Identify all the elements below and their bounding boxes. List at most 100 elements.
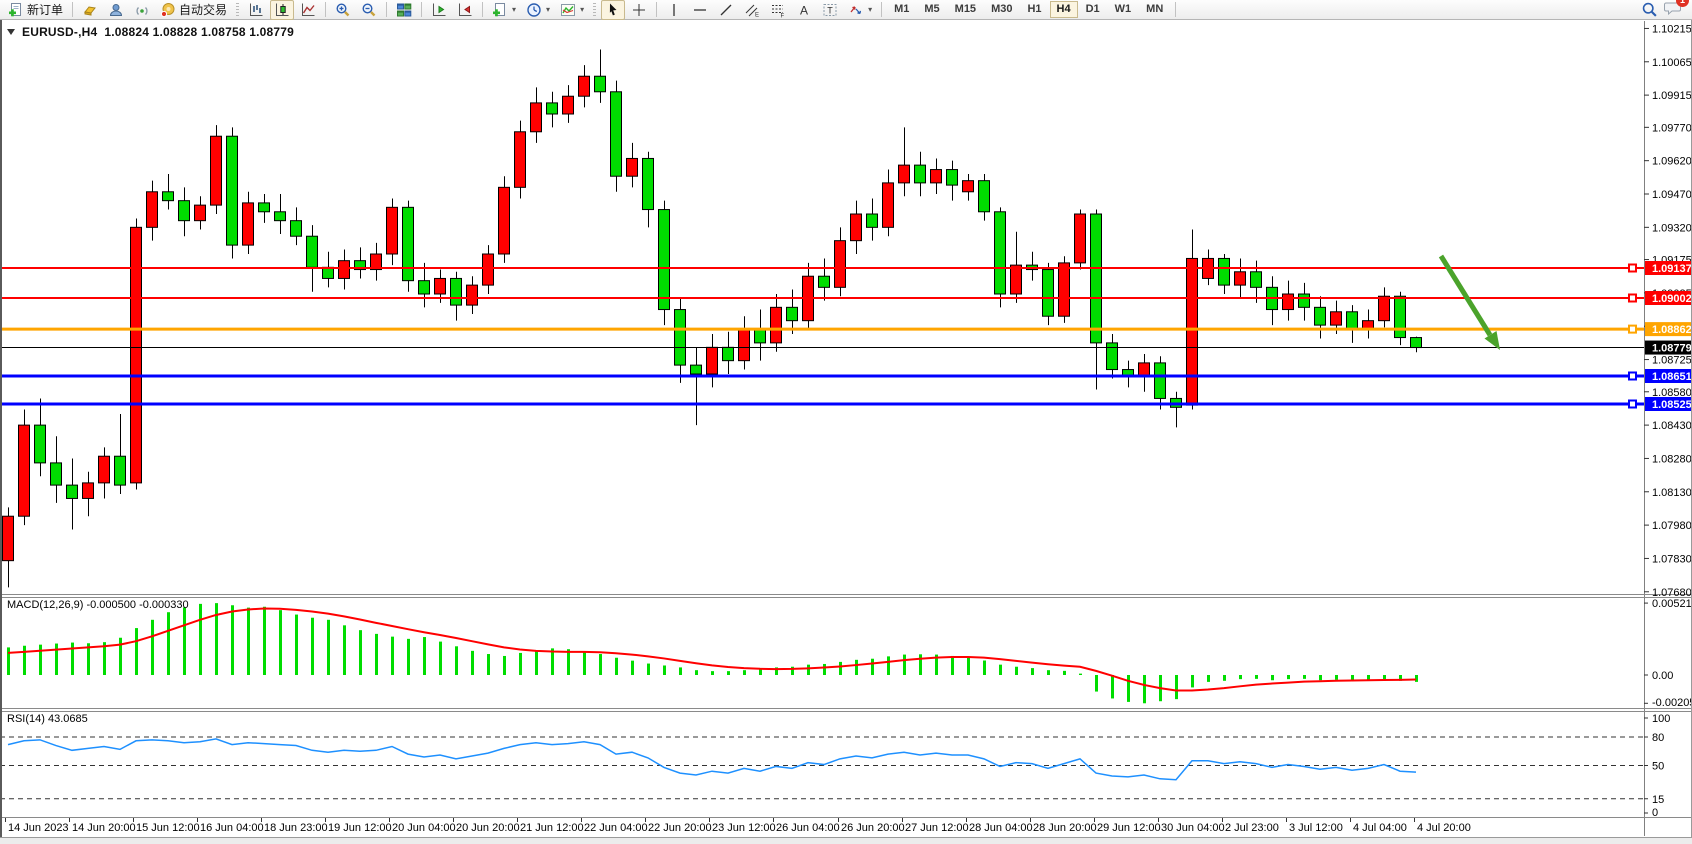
- candle: [114, 455, 126, 486]
- candle: [834, 240, 846, 288]
- crosshair-tool-button[interactable]: [627, 0, 651, 20]
- tile-windows-icon: [397, 3, 412, 16]
- new-template-button[interactable]: ▾: [488, 0, 520, 20]
- time-label: 28 Jun 04:00: [969, 822, 1033, 834]
- candles-layer: [2, 49, 1422, 588]
- candle: [130, 226, 142, 484]
- timeframe-d1[interactable]: D1: [1085, 3, 1100, 15]
- candle: [226, 135, 238, 246]
- level-line-handle: [1628, 293, 1637, 303]
- candle: [450, 277, 462, 306]
- cursor-icon: [609, 3, 617, 15]
- candle: [738, 329, 750, 362]
- candle: [690, 364, 702, 375]
- line-chart-button[interactable]: [296, 0, 320, 20]
- separator: [482, 2, 484, 17]
- signals-button[interactable]: [130, 0, 154, 20]
- equidistant-channel-icon: E: [745, 4, 759, 18]
- time-label: 20 Jun 20:00: [456, 822, 520, 834]
- horizontal-line-tool[interactable]: [688, 0, 712, 20]
- candle: [1410, 337, 1422, 349]
- time-label: 4 Jul 20:00: [1417, 822, 1471, 834]
- price-badge: [1645, 396, 1691, 411]
- price-tick-label: 1.09770: [1652, 122, 1692, 134]
- symbol-title[interactable]: EURUSD-,H4 1.08824 1.08828 1.08758 1.087…: [7, 25, 294, 39]
- rsi-line: [7, 738, 1417, 781]
- community-button[interactable]: [104, 0, 128, 20]
- price-badge-label: 1.08525: [1652, 399, 1692, 411]
- notifications-button[interactable]: 1: [1664, 0, 1689, 20]
- zoom-in-icon: [336, 2, 350, 16]
- bar-chart-button[interactable]: [244, 0, 268, 20]
- candle: [514, 131, 526, 188]
- period-button[interactable]: ▾: [522, 0, 554, 20]
- toolbar-grip[interactable]: [236, 2, 240, 17]
- new-order-button[interactable]: 新订单: [4, 0, 67, 20]
- toolbar: 新订单 自动交易: [0, 0, 1692, 20]
- crosshair-icon: [633, 3, 646, 16]
- timeframe-w1[interactable]: W1: [1114, 3, 1132, 15]
- auto-trading-icon: [160, 2, 175, 17]
- macd-layer: [7, 603, 1418, 704]
- price-tick-label: 1.08430: [1652, 420, 1692, 432]
- zoom-in-button[interactable]: [331, 0, 355, 20]
- candle: [530, 102, 542, 133]
- timeframe-m1[interactable]: M1: [894, 3, 910, 15]
- candle: [386, 206, 398, 255]
- level-line-handle: [1628, 371, 1637, 381]
- timeframe-h1[interactable]: H1: [1027, 3, 1042, 15]
- price-tick-label: 1.09915: [1652, 90, 1692, 102]
- text-label-tool[interactable]: T: [818, 0, 842, 20]
- tile-windows-button[interactable]: [392, 0, 416, 20]
- candle: [466, 284, 478, 306]
- toolbar-grip[interactable]: [593, 2, 597, 17]
- candle: [658, 209, 670, 311]
- chevron-down-icon: ▾: [868, 5, 873, 14]
- search-button[interactable]: [1637, 0, 1662, 20]
- arrows-tool[interactable]: ▾: [844, 0, 876, 20]
- chart-shift-button[interactable]: [453, 0, 477, 20]
- one-click-dropdown-icon[interactable]: [7, 29, 15, 35]
- price-badge-label: 1.08862: [1652, 324, 1692, 336]
- candle: [1186, 257, 1198, 406]
- vertical-line-tool[interactable]: [662, 0, 686, 20]
- time-label: 27 Jun 12:00: [905, 822, 969, 834]
- candle: [578, 75, 590, 97]
- timeframe-m30[interactable]: M30: [991, 3, 1013, 15]
- timeframe-mn[interactable]: MN: [1146, 3, 1164, 15]
- candle: [18, 424, 30, 517]
- zoom-out-icon: [362, 2, 376, 16]
- separator: [656, 2, 658, 17]
- chart-window-border: [0, 20, 2, 837]
- candle: [1282, 293, 1294, 311]
- macd-indicator-label: MACD(12,26,9) -0.000500 -0.000330: [7, 599, 189, 611]
- fibonacci-tool[interactable]: F: [766, 0, 790, 20]
- candle-chart-button[interactable]: [270, 0, 295, 20]
- zoom-out-button[interactable]: [357, 0, 381, 20]
- trendline-tool[interactable]: [714, 0, 738, 20]
- equidistant-channel-tool[interactable]: E: [740, 0, 764, 20]
- text-tool[interactable]: A: [792, 0, 816, 20]
- indicators-button[interactable]: ▾: [556, 0, 588, 20]
- auto-trading-button[interactable]: 自动交易: [156, 0, 231, 20]
- timeframe-m15[interactable]: M15: [954, 3, 977, 15]
- svg-text:A: A: [800, 3, 808, 17]
- bar-chart-icon: [250, 3, 263, 16]
- price-badge-label: 1.09137: [1652, 263, 1692, 275]
- gold-button[interactable]: [78, 0, 102, 20]
- auto-scroll-button[interactable]: [427, 0, 451, 20]
- candle: [1106, 342, 1118, 371]
- chevron-down-icon: ▾: [580, 5, 585, 14]
- candle: [1330, 311, 1342, 326]
- candle: [1058, 262, 1070, 317]
- timeframe-m5[interactable]: M5: [924, 3, 940, 15]
- cursor-tool-button[interactable]: [601, 0, 626, 20]
- candle: [818, 275, 830, 288]
- macd-signal-line: [7, 607, 1417, 692]
- rsi-axis-label: 50: [1652, 761, 1664, 773]
- new-order-label: 新订单: [27, 3, 64, 17]
- timeframe-h4[interactable]: H4: [1049, 1, 1078, 18]
- candle: [898, 164, 910, 184]
